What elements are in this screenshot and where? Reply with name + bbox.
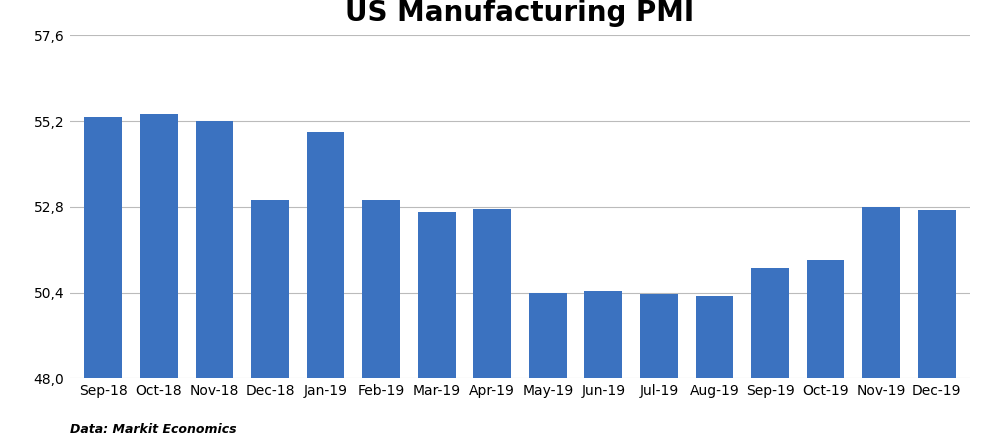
Bar [418, 212, 456, 378]
Bar [584, 291, 622, 378]
Text: FxPro: FxPro [818, 68, 927, 101]
Bar [918, 210, 956, 378]
Bar [362, 200, 400, 378]
Bar [751, 268, 789, 378]
Bar [696, 296, 733, 378]
Bar [862, 207, 900, 378]
Title: US Manufacturing PMI: US Manufacturing PMI [345, 0, 695, 27]
Text: Data: Markit Economics: Data: Markit Economics [70, 422, 237, 436]
Bar [529, 293, 567, 378]
Text: Trade Like a Pro: Trade Like a Pro [818, 136, 927, 150]
Bar [473, 209, 511, 378]
Bar [807, 260, 844, 378]
Bar [140, 114, 178, 378]
Bar [84, 117, 122, 378]
Bar [640, 294, 678, 378]
Bar [196, 121, 233, 378]
Bar [251, 200, 289, 378]
Bar [307, 132, 344, 378]
